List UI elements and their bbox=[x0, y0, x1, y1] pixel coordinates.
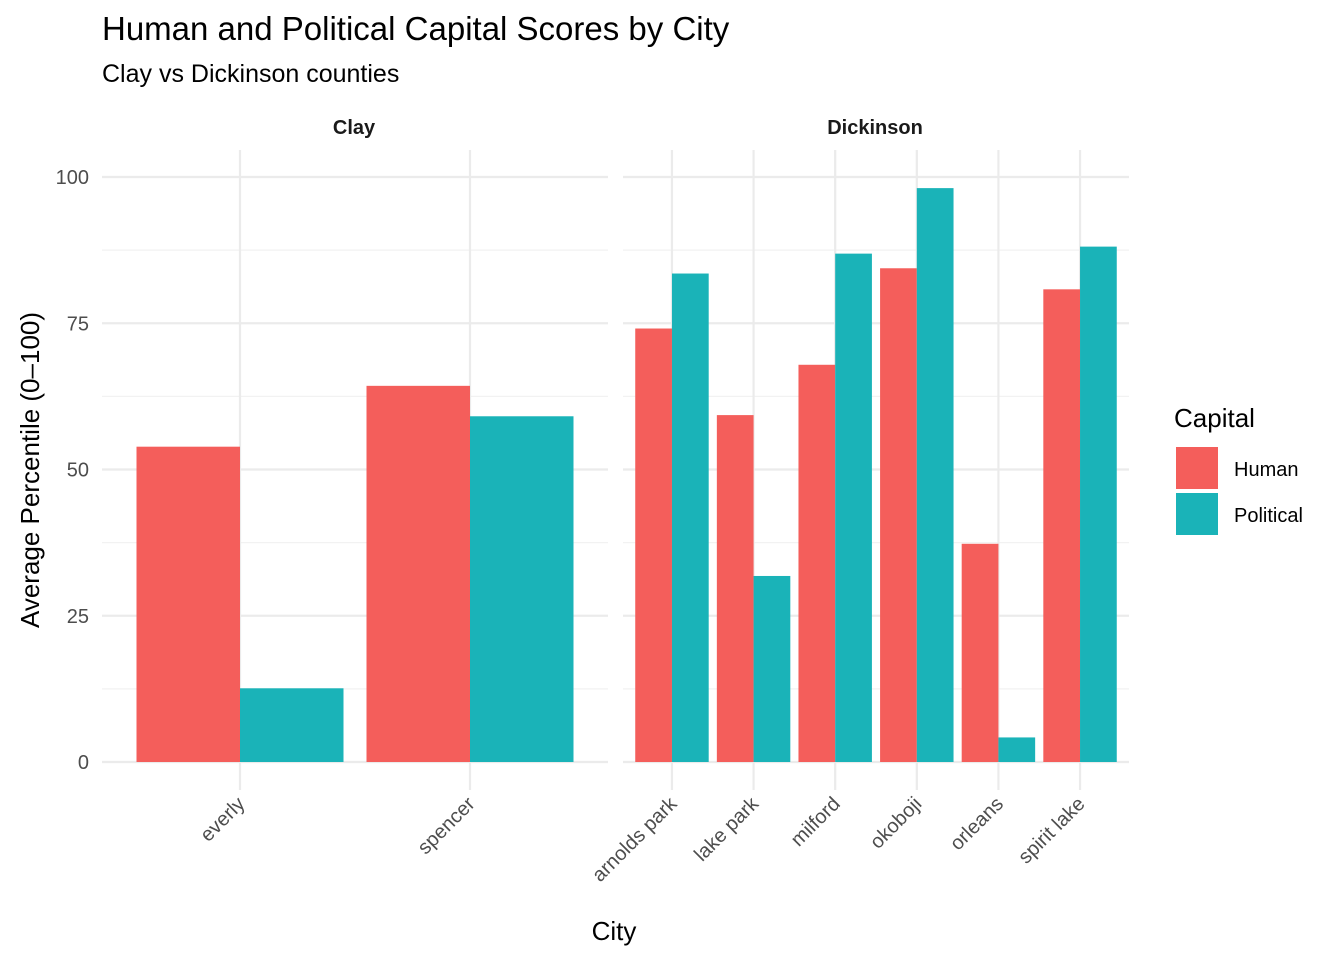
bar-political-milford bbox=[835, 253, 872, 762]
chart-subtitle: Clay vs Dickinson counties bbox=[102, 60, 399, 88]
x-tick-label: spencer bbox=[414, 793, 480, 859]
x-axis-title: City bbox=[592, 916, 637, 946]
bar-human-milford bbox=[798, 364, 836, 762]
facet-panel-dickinson: Dickinson arnolds park lake park milford ok… bbox=[588, 117, 1129, 886]
x-tick-label: lake park bbox=[690, 792, 764, 866]
y-axis-ticks: 0 25 50 75 100 bbox=[56, 167, 89, 774]
y-tick-label: 50 bbox=[67, 460, 89, 482]
legend-label-political: Political bbox=[1234, 505, 1303, 527]
x-tick-label: arnolds park bbox=[588, 792, 682, 886]
panel-bars bbox=[635, 188, 1117, 762]
bar-human-spirit-lake bbox=[1043, 289, 1081, 762]
legend: Capital Human Political bbox=[1174, 403, 1303, 535]
bar-human-okoboji bbox=[880, 268, 917, 762]
x-tick-label: everly bbox=[196, 793, 249, 846]
bar-human-arnolds-park bbox=[635, 328, 672, 762]
legend-key-human bbox=[1176, 447, 1218, 489]
x-tick-label: milford bbox=[787, 793, 845, 851]
legend-key-political bbox=[1176, 493, 1218, 535]
legend-title: Capital bbox=[1174, 403, 1255, 433]
x-tick-label: spirit lake bbox=[1014, 793, 1089, 868]
bar-human-everly bbox=[136, 446, 240, 762]
bar-political-orleans bbox=[998, 737, 1036, 762]
panel-bars bbox=[136, 385, 574, 762]
y-tick-label: 75 bbox=[67, 313, 89, 335]
y-axis-title: Average Percentile (0–100) bbox=[15, 312, 45, 628]
chart-title: Human and Political Capital Scores by Ci… bbox=[102, 10, 730, 47]
x-tick-label: okoboji bbox=[866, 793, 926, 853]
bar-human-spencer bbox=[366, 385, 470, 762]
panel-x-ticks: everly spencer bbox=[196, 793, 480, 859]
facet-strip-label: Dickinson bbox=[827, 117, 923, 139]
bar-human-orleans bbox=[961, 543, 999, 762]
y-tick-label: 0 bbox=[78, 752, 89, 774]
bar-political-okoboji bbox=[916, 188, 954, 762]
legend-label-human: Human bbox=[1234, 459, 1298, 481]
x-tick-label: orleans bbox=[946, 793, 1008, 855]
bar-political-lake-park bbox=[753, 575, 791, 762]
y-tick-label: 25 bbox=[67, 606, 89, 628]
bar-political-everly bbox=[240, 688, 344, 762]
bar-political-spirit-lake bbox=[1080, 246, 1117, 762]
bar-political-arnolds-park bbox=[671, 273, 709, 762]
facet-strip-label: Clay bbox=[333, 117, 376, 139]
y-tick-label: 100 bbox=[56, 167, 89, 189]
bar-political-spencer bbox=[470, 416, 574, 762]
facet-panel-clay: Clay everly spencer bbox=[102, 117, 608, 859]
panel-x-ticks: arnolds park lake park milford okoboji orlea… bbox=[588, 792, 1089, 886]
bar-human-lake-park bbox=[716, 415, 754, 762]
